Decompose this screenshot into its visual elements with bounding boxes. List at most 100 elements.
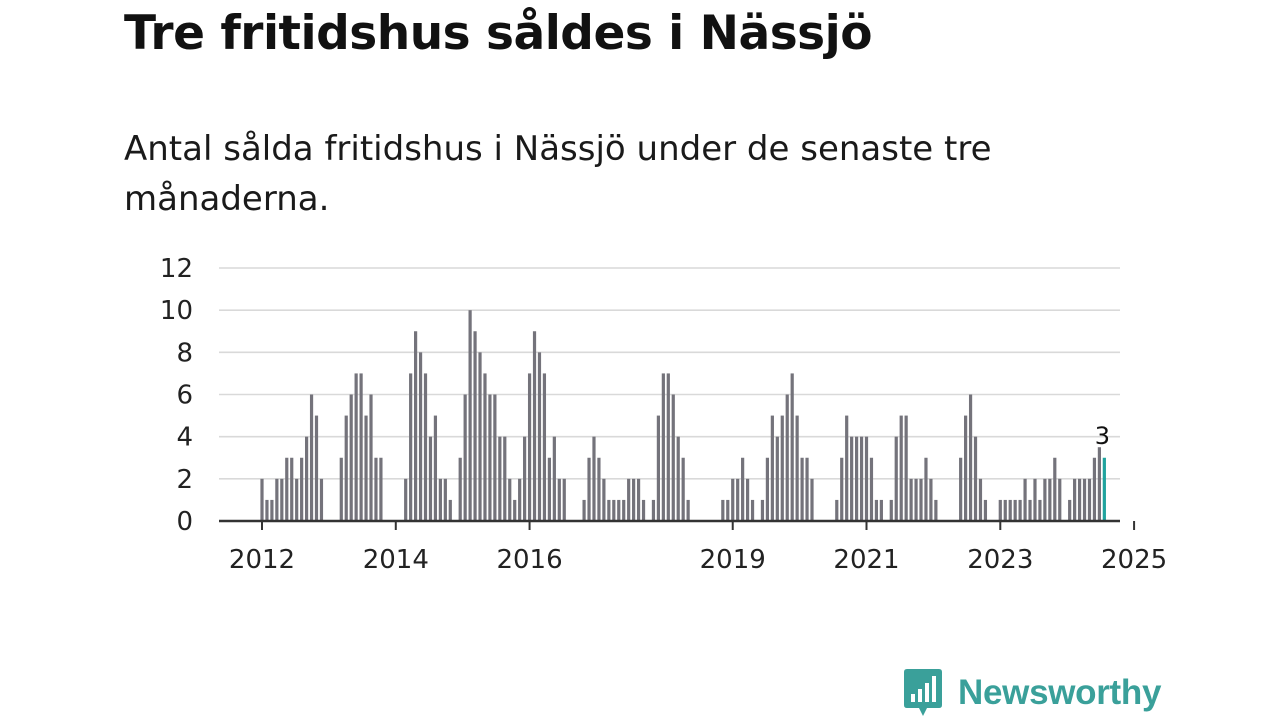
bar xyxy=(612,499,616,521)
bar xyxy=(300,457,304,521)
bar xyxy=(1043,478,1047,521)
bar xyxy=(532,331,537,521)
bar xyxy=(305,436,309,521)
newsworthy-chat-bars-icon xyxy=(904,669,942,716)
bar xyxy=(934,499,938,521)
bar xyxy=(780,415,784,521)
bar xyxy=(1048,478,1052,521)
bar xyxy=(607,499,611,521)
bars xyxy=(260,310,1106,521)
bar xyxy=(379,457,383,521)
bar xyxy=(468,310,472,521)
bar xyxy=(547,457,551,521)
bar xyxy=(686,499,690,521)
bar xyxy=(339,457,343,521)
bar xyxy=(448,499,452,521)
bar xyxy=(904,415,908,521)
bar xyxy=(513,499,517,521)
bar xyxy=(855,436,859,521)
x-tick-label: 2019 xyxy=(700,545,766,575)
bar xyxy=(968,394,973,521)
bar xyxy=(314,415,319,521)
axes: 0 2 4 6 8 10 12 3 2012 2014 2016 2019 2021 2023 2025 xyxy=(160,254,1167,575)
bar xyxy=(919,478,923,521)
x-tick-label: 2025 xyxy=(1101,545,1167,575)
bar xyxy=(527,373,532,521)
bar xyxy=(483,373,487,521)
bar xyxy=(473,331,477,521)
bar xyxy=(1033,478,1037,521)
newsworthy-logo[interactable]: Newsworthy xyxy=(903,668,1161,718)
bar xyxy=(518,478,522,521)
bar xyxy=(1003,499,1007,521)
bar xyxy=(859,436,864,521)
bar xyxy=(864,436,869,521)
bar xyxy=(750,499,755,521)
bar xyxy=(721,499,725,521)
bar xyxy=(785,394,789,521)
x-tick-label: 2012 xyxy=(229,545,295,575)
bar xyxy=(850,436,854,521)
bar xyxy=(632,478,636,521)
bar xyxy=(508,478,512,521)
bar xyxy=(1073,478,1077,521)
bar xyxy=(840,457,844,521)
bar xyxy=(542,373,547,521)
bar xyxy=(1038,499,1042,521)
bar xyxy=(418,352,423,521)
bar xyxy=(745,478,750,521)
bar xyxy=(627,478,631,521)
bar xyxy=(845,415,849,521)
bar xyxy=(874,499,879,521)
bar xyxy=(894,436,898,521)
bar xyxy=(1028,499,1032,521)
chart-title: Tre fritidshus såldes i Nässjö xyxy=(124,6,873,61)
bar xyxy=(656,415,660,521)
bar xyxy=(409,373,413,521)
bar xyxy=(478,352,482,521)
bar xyxy=(959,457,963,521)
chart-subtitle: Antal sålda fritidshus i Nässjö under de… xyxy=(124,129,992,219)
bar xyxy=(1013,499,1017,521)
bar xyxy=(964,415,968,521)
bar xyxy=(810,478,814,521)
x-tick-label: 2014 xyxy=(363,545,429,575)
x-tick-label: 2016 xyxy=(496,545,562,575)
bar xyxy=(438,478,442,521)
bar xyxy=(770,415,774,521)
bar xyxy=(661,373,665,521)
bar xyxy=(879,499,883,521)
bar xyxy=(523,436,527,521)
bar xyxy=(973,436,978,521)
bar xyxy=(924,457,928,521)
y-tick-label: 6 xyxy=(176,381,193,411)
bar xyxy=(929,478,933,521)
bar xyxy=(433,415,438,521)
bar xyxy=(602,478,606,521)
bar xyxy=(463,394,467,521)
bar xyxy=(1068,499,1072,521)
bar xyxy=(726,499,730,521)
bar xyxy=(458,457,462,521)
y-tick-label: 0 xyxy=(176,507,193,537)
bar xyxy=(731,478,735,521)
bar xyxy=(349,394,353,521)
bar xyxy=(587,457,591,521)
y-tick-label: 2 xyxy=(176,465,193,495)
bar xyxy=(493,394,497,521)
bar xyxy=(1023,478,1027,521)
bar xyxy=(636,478,641,521)
bar xyxy=(795,415,799,521)
bar xyxy=(290,457,294,521)
y-tick-label: 4 xyxy=(176,423,193,453)
bar xyxy=(983,499,988,521)
bar xyxy=(1087,478,1092,521)
bar xyxy=(790,373,794,521)
bar xyxy=(374,457,378,521)
bar xyxy=(557,478,561,521)
bar xyxy=(899,415,903,521)
bar xyxy=(741,457,745,521)
bar xyxy=(978,478,983,521)
bar xyxy=(537,352,542,521)
bar xyxy=(592,436,596,521)
